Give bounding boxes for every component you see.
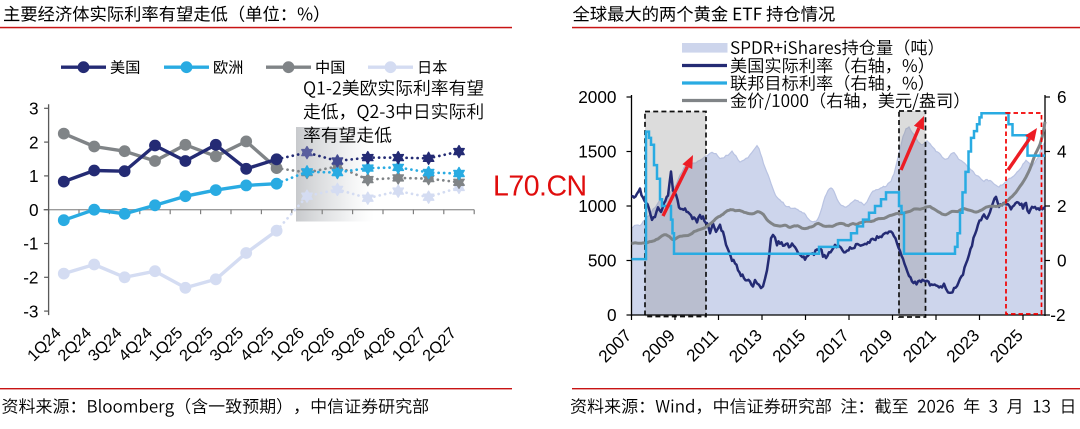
svg-text:2: 2 — [29, 132, 39, 152]
svg-text:2: 2 — [1057, 196, 1067, 216]
svg-text:-2: -2 — [1050, 305, 1065, 325]
svg-text:-1: -1 — [23, 234, 38, 254]
svg-text:1000: 1000 — [578, 196, 616, 216]
svg-text:0: 0 — [1057, 251, 1067, 271]
svg-text:1: 1 — [29, 166, 39, 186]
svg-text:500: 500 — [588, 251, 617, 271]
svg-text:1500: 1500 — [578, 142, 616, 162]
svg-text:3: 3 — [29, 99, 39, 119]
svg-text:-2: -2 — [23, 268, 38, 288]
svg-text:6: 6 — [1057, 87, 1067, 107]
svg-text:4: 4 — [1057, 142, 1067, 162]
svg-text:0: 0 — [607, 305, 617, 325]
svg-text:0: 0 — [29, 200, 39, 220]
svg-text:2000: 2000 — [578, 87, 616, 107]
svg-text:-3: -3 — [23, 301, 38, 321]
svg-text:L70.CN: L70.CN — [493, 171, 587, 203]
